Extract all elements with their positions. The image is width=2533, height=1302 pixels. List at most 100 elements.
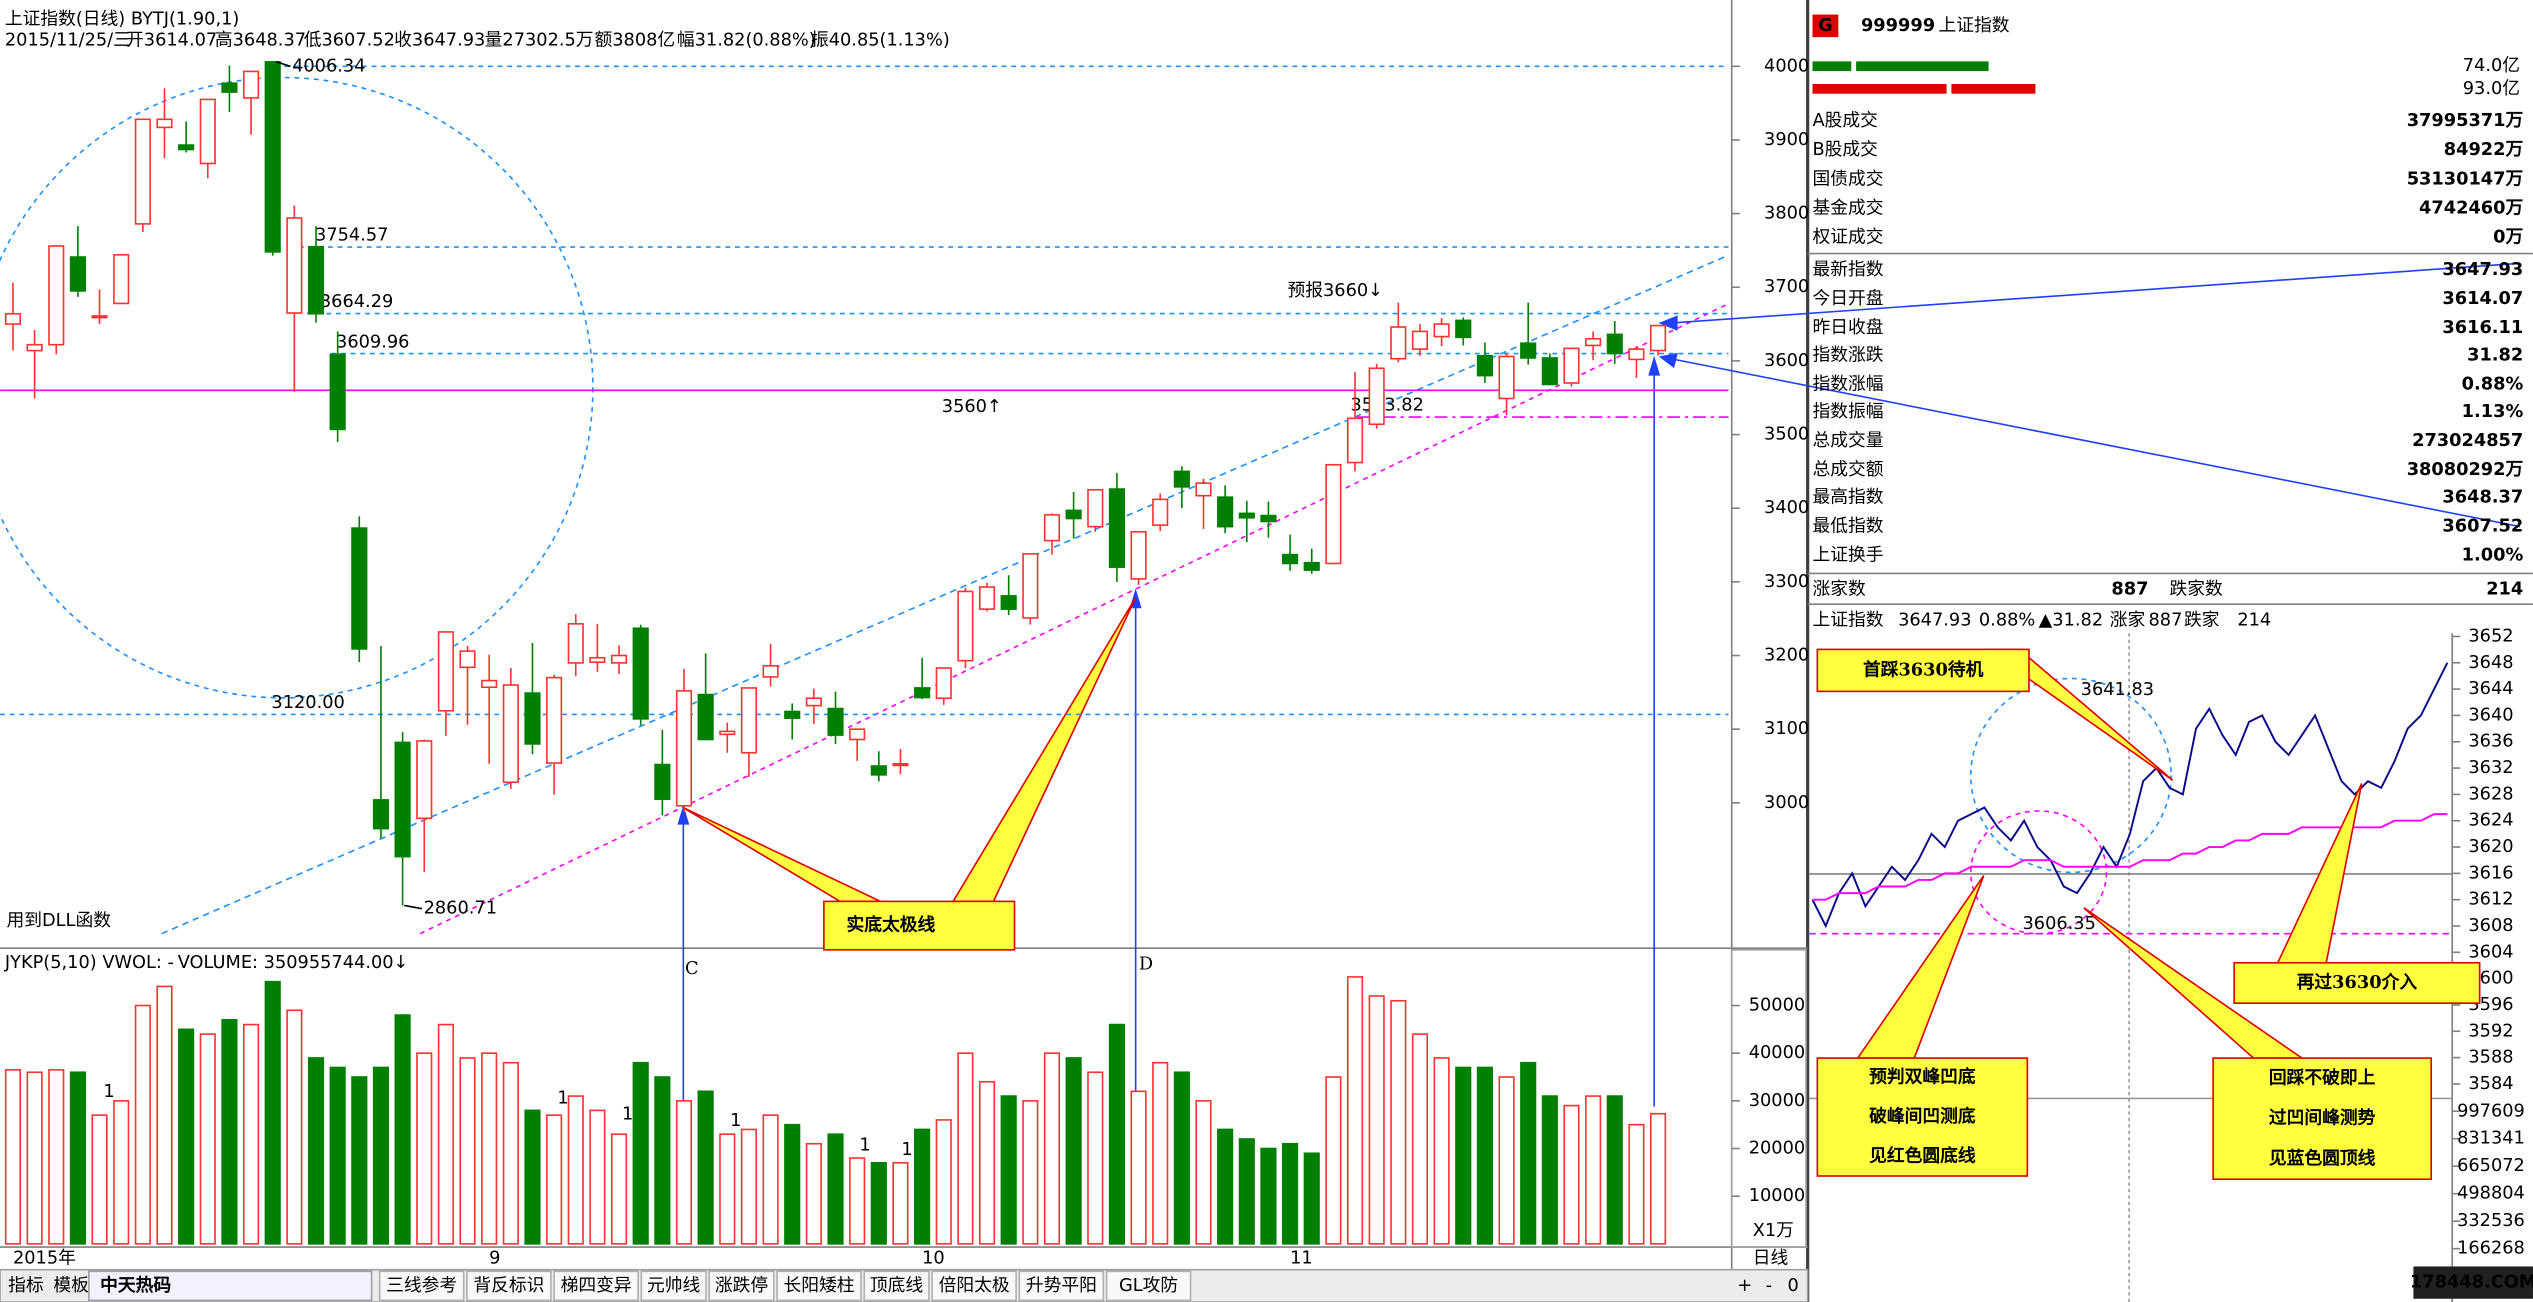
volume-bar [524, 1109, 541, 1245]
bar [1812, 61, 1852, 72]
row-label: A股成交 [1813, 110, 1878, 131]
candle-body [697, 693, 714, 741]
callout-text: 见蓝色圆顶线 [2269, 1147, 2376, 1169]
candle-body [134, 118, 151, 225]
header-item: 幅31.82(0.88%) [677, 29, 816, 50]
indicator-tab[interactable]: 倍阳太极 [939, 1275, 1010, 1296]
volume-bar [697, 1090, 714, 1245]
x-tick-label: 2015年 [13, 1247, 76, 1268]
volume-bar [784, 1123, 801, 1245]
tab-box [466, 1270, 552, 1302]
indicator-tab[interactable]: 顶底线 [870, 1275, 924, 1296]
y-tick-label: 3700 [1764, 277, 1809, 297]
volume-bar [1585, 1095, 1602, 1245]
intraday-header: ▲31.82 [2039, 610, 2103, 630]
candle-body [610, 654, 628, 664]
volume-bar [892, 1162, 909, 1245]
row-label: 昨日收盘 [1813, 317, 1884, 338]
candle-body [1043, 514, 1061, 542]
y-tick-label: 3620 [2468, 837, 2513, 857]
volume-bar [567, 1095, 584, 1245]
candle-body [1217, 496, 1234, 528]
y-tick-label: 3300 [1764, 572, 1809, 592]
y-tick-label: 30000 [1749, 1091, 1805, 1111]
bar [1812, 84, 1947, 94]
indicator-tab[interactable]: 梯四变异 [561, 1275, 632, 1296]
tab[interactable]: 模板 [53, 1275, 89, 1296]
row-value: 0.88% [2462, 374, 2524, 394]
volume-bar [1022, 1100, 1039, 1245]
candle-body [329, 353, 346, 431]
intraday-header: 3647.93 [1898, 610, 1971, 630]
bar [1856, 61, 1989, 72]
volume-bar [307, 1057, 325, 1245]
volume-bar [1282, 1142, 1299, 1245]
indicator-tab[interactable]: GL攻防 [1119, 1275, 1178, 1296]
volume-bar [69, 1071, 86, 1245]
candle-body [589, 656, 606, 663]
volume-bar [329, 1066, 346, 1245]
low-pointer [404, 904, 423, 910]
bar [1951, 84, 2036, 94]
candle-body [784, 710, 801, 719]
indicator-tab[interactable]: 涨跌停 [715, 1275, 768, 1296]
candle-body [4, 312, 22, 325]
signal-label: 1 [557, 1088, 568, 1108]
watermark-box [2413, 1266, 2533, 1299]
circle-label: 3606.35 [2023, 914, 2096, 934]
toolbar-button[interactable]: + [1737, 1276, 1752, 1296]
candle-body [762, 665, 779, 678]
volume-bar [1433, 1057, 1450, 1245]
signal-label: 1 [622, 1105, 633, 1125]
volume-bar [632, 1061, 649, 1245]
toolbar-button[interactable]: 0 [1787, 1276, 1798, 1296]
indicator-tab[interactable]: 元帅线 [647, 1275, 701, 1296]
volume-bar [935, 1119, 952, 1245]
candle-body [1455, 319, 1472, 339]
volume-bar [481, 1052, 498, 1245]
volume-bar [1476, 1066, 1493, 1245]
volume-bar [1195, 1100, 1212, 1245]
candle-body [26, 343, 43, 352]
annotation: 用到DLL函数 [7, 910, 112, 931]
row-value: 31.82 [2467, 345, 2523, 365]
level-label: 3120.00 [271, 693, 344, 713]
watermark: 178448.COM [2410, 1273, 2533, 1293]
code: 999999 [1861, 16, 1935, 36]
toolbar-button[interactable]: - [1766, 1276, 1772, 1296]
volume-bar [416, 1052, 433, 1245]
volume-bar [4, 1069, 22, 1245]
indicator-tab[interactable]: 背反标识 [473, 1275, 544, 1296]
candle-body [91, 315, 108, 319]
volume-bar [1628, 1123, 1645, 1245]
volume-bar [242, 1023, 260, 1245]
candle-body [1541, 357, 1558, 386]
volume-bar [1325, 1076, 1342, 1245]
y-tick-label: 3200 [1764, 646, 1809, 666]
indicator-tab[interactable]: 三线参考 [386, 1275, 457, 1296]
y2-tick-label: 997609 [2457, 1101, 2525, 1121]
row-value: 53130147万 [2407, 169, 2524, 189]
candle-body [1325, 463, 1342, 565]
row-value: 38080292万 [2407, 460, 2524, 480]
breadth-label: 涨家数 [1813, 579, 1867, 600]
y-tick-label: 3100 [1764, 719, 1809, 739]
candle-body [935, 667, 952, 700]
low-label: 2860.71 [424, 899, 497, 919]
y-tick-label: 3600 [1764, 351, 1809, 371]
candle-body [805, 697, 822, 707]
candle-body [1433, 323, 1450, 338]
indicator-tab[interactable]: 长阳矮柱 [784, 1275, 855, 1296]
volume-bar [1411, 1033, 1429, 1245]
indicator-tab[interactable]: 升势平阳 [1026, 1275, 1097, 1296]
tab-box [708, 1270, 775, 1302]
y-tick-label: 40000 [1749, 1043, 1805, 1063]
y-tick-label: 3900 [1764, 130, 1809, 150]
volume-bar [1541, 1095, 1558, 1245]
candle-body [1606, 333, 1623, 355]
row-value: 84922万 [2444, 140, 2524, 160]
tab[interactable]: 指标 [8, 1275, 44, 1296]
bar-value: 74.0亿 [2463, 55, 2520, 76]
intraday-header: 887 [2149, 610, 2183, 630]
volume-bar [675, 1100, 693, 1245]
